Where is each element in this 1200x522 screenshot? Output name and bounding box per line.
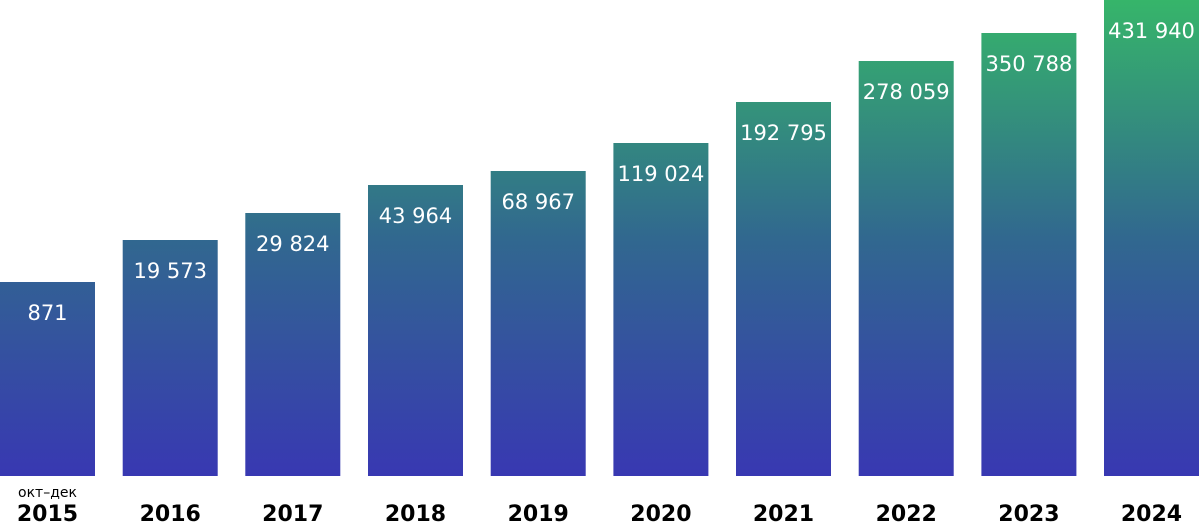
x-tick-label-2015: 2015 — [17, 502, 78, 522]
x-tick-label-2019: 2019 — [508, 502, 569, 522]
bar-2020 — [613, 143, 709, 476]
value-label-2022: 278 059 — [863, 80, 950, 104]
bar-2016 — [122, 240, 218, 476]
value-label-2016: 19 573 — [133, 259, 206, 283]
x-tick-label-2023: 2023 — [998, 502, 1059, 522]
bar-2017 — [245, 213, 341, 476]
bar-2015 — [0, 282, 95, 476]
bar-2021 — [736, 102, 831, 476]
value-label-2019: 68 967 — [501, 190, 574, 214]
x-tick-label-2024: 2024 — [1121, 502, 1182, 522]
value-label-2020: 119 024 — [617, 162, 704, 186]
x-tick-label-2022: 2022 — [876, 502, 937, 522]
bar-2019 — [490, 171, 586, 476]
x-tick-label-2020: 2020 — [630, 502, 691, 522]
bar-2018 — [368, 185, 463, 476]
bar-2024 — [1104, 0, 1199, 476]
bar-2023 — [981, 33, 1077, 476]
value-label-2021: 192 795 — [740, 121, 827, 145]
x-tick-label-2017: 2017 — [262, 502, 323, 522]
value-label-2024: 431 940 — [1108, 19, 1195, 43]
value-label-2023: 350 788 — [985, 52, 1072, 76]
x-tick-note-2015: окт–дек — [18, 485, 77, 501]
x-tick-label-2016: 2016 — [140, 502, 201, 522]
x-tick-label-2018: 2018 — [385, 502, 446, 522]
value-label-2017: 29 824 — [256, 232, 329, 256]
x-tick-label-2021: 2021 — [753, 502, 814, 522]
value-label-2018: 43 964 — [379, 204, 452, 228]
bar-2022 — [858, 61, 954, 476]
value-label-2015: 871 — [27, 301, 67, 325]
